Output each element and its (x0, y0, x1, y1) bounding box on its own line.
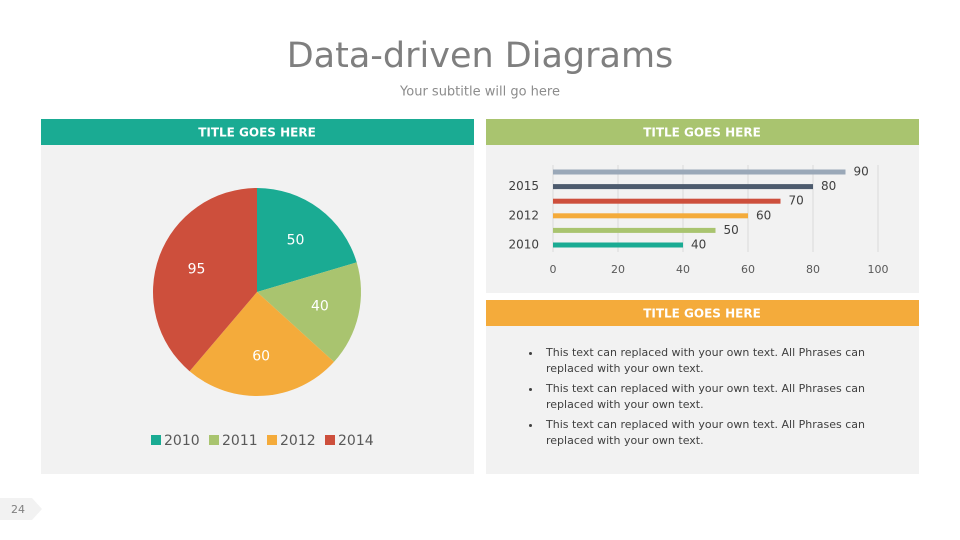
data-label: 70 (789, 194, 804, 208)
legend-swatch (267, 435, 277, 445)
pie-slice (257, 188, 357, 292)
x-tick-label: 40 (676, 263, 690, 276)
panel (486, 119, 919, 293)
legend-label: 2012 (280, 433, 316, 449)
bar (553, 169, 846, 175)
x-tick-label: 0 (550, 263, 557, 276)
panel-header (486, 300, 919, 326)
bullet-text: This text can replaced with your own tex… (542, 381, 902, 413)
page-number: 24 (11, 503, 25, 516)
x-tick-label: 20 (611, 263, 625, 276)
pie-slice (152, 188, 257, 372)
bullet-list: This text can replaced with your own tex… (506, 345, 902, 453)
data-label: 90 (854, 165, 869, 179)
y-tick-label: 2012 (508, 208, 539, 222)
bar (553, 213, 748, 219)
legend-label: 2011 (222, 433, 258, 449)
bar (553, 227, 716, 233)
panel-title: TITLE GOES HERE (198, 126, 316, 140)
bar (553, 198, 781, 204)
y-tick-label: 2010 (508, 238, 539, 252)
legend-swatch (209, 435, 219, 445)
data-label: 60 (756, 208, 771, 222)
y-tick-label: 2015 (508, 179, 539, 193)
bullet-text: This text can replaced with your own tex… (542, 417, 902, 449)
panel-header (41, 119, 474, 145)
panel (486, 300, 919, 474)
x-tick-label: 100 (868, 263, 889, 276)
bullet-text: This text can replaced with your own tex… (542, 345, 902, 377)
data-label: 95 (188, 262, 206, 278)
legend-swatch (325, 435, 335, 445)
x-tick-label: 60 (741, 263, 755, 276)
slide-title: Data-driven Diagrams (287, 36, 674, 76)
slide-subtitle: Your subtitle will go here (399, 85, 560, 100)
x-tick-label: 80 (806, 263, 820, 276)
panel-title: TITLE GOES HERE (643, 307, 761, 321)
data-label: 40 (691, 238, 706, 252)
data-label: 60 (252, 348, 270, 364)
data-label: 50 (724, 223, 739, 237)
pie-slice (257, 262, 361, 362)
bar (553, 184, 813, 190)
data-label: 40 (311, 298, 329, 314)
data-label: 50 (287, 232, 305, 248)
data-label: 80 (821, 179, 836, 193)
legend-label: 2010 (164, 433, 200, 449)
legend-label: 2014 (338, 433, 374, 449)
page-number-tab (0, 498, 42, 520)
panel-header (486, 119, 919, 145)
pie-slice (189, 292, 334, 397)
legend-swatch (151, 435, 161, 445)
panel-title: TITLE GOES HERE (643, 126, 761, 140)
bar (553, 242, 683, 248)
